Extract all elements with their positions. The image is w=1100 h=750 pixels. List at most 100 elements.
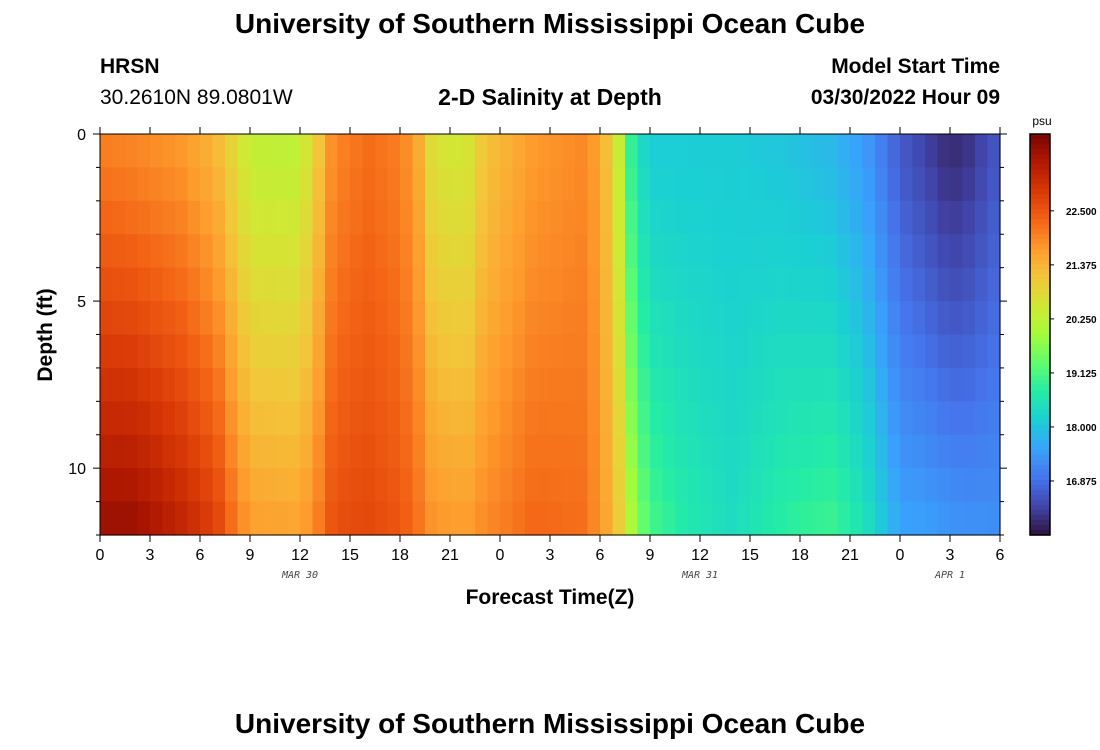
heatmap-cell (837, 200, 851, 235)
heatmap-cell (462, 200, 476, 235)
heatmap-cell (875, 334, 889, 369)
heatmap-cell (125, 267, 139, 302)
heatmap-cell (537, 367, 551, 402)
heatmap-cell (575, 367, 589, 402)
heatmap-cell (800, 501, 814, 536)
heatmap-cell (550, 301, 564, 336)
heatmap-cell (400, 334, 414, 369)
heatmap-cell (350, 134, 364, 169)
heatmap-cell (587, 267, 601, 302)
heatmap-cell (587, 200, 601, 235)
heatmap-cell (800, 401, 814, 436)
heatmap-cell (637, 501, 651, 536)
heatmap-cell (237, 501, 251, 536)
heatmap-cell (287, 468, 301, 503)
heatmap-cell (662, 501, 676, 536)
heatmap-cell (625, 501, 639, 536)
heatmap-cell (100, 468, 114, 503)
heatmap-cell (675, 468, 689, 503)
colorbar-tick-label: 21.375 (1066, 261, 1097, 272)
heatmap-cell (837, 334, 851, 369)
heatmap-cell (162, 434, 176, 469)
heatmap-cell (212, 367, 226, 402)
heatmap-cell (287, 501, 301, 536)
heatmap-cell (912, 200, 926, 235)
heatmap-cell (662, 267, 676, 302)
heatmap-cell (725, 167, 739, 202)
heatmap-cell (150, 134, 164, 169)
heatmap-cell (650, 267, 664, 302)
heatmap-cell (662, 334, 676, 369)
heatmap-cell (575, 234, 589, 269)
heatmap-cell (775, 134, 789, 169)
heatmap-cell (287, 267, 301, 302)
colorbar-frame (1029, 133, 1051, 536)
heatmap-cell (750, 200, 764, 235)
heatmap-cell (200, 301, 214, 336)
heatmap-cell (637, 301, 651, 336)
heatmap-cell (375, 334, 389, 369)
heatmap-cell (225, 167, 239, 202)
heatmap-cell (375, 468, 389, 503)
heatmap-cell (400, 200, 414, 235)
heatmap-cell (987, 301, 1001, 336)
colorbar-segment (1030, 444, 1050, 451)
heatmap-cell (162, 334, 176, 369)
heatmap-cell (900, 301, 914, 336)
heatmap-cell (475, 334, 489, 369)
heatmap-cell (887, 234, 901, 269)
heatmap-cell (137, 267, 151, 302)
heatmap-cell (625, 301, 639, 336)
colorbar-segment (1030, 239, 1050, 245)
heatmap-cell (700, 167, 714, 202)
heatmap-cell (887, 501, 901, 536)
heatmap-cell (637, 134, 651, 169)
heatmap-cell (575, 468, 589, 503)
heatmap-cell (487, 367, 501, 402)
heatmap-cell (375, 367, 389, 402)
heatmap-cell (425, 267, 439, 302)
heatmap-cell (475, 267, 489, 302)
heatmap-cell (450, 468, 464, 503)
heatmap-cell (412, 134, 426, 169)
heatmap-cell (112, 468, 126, 503)
heatmap-cell (237, 267, 251, 302)
heatmap-cell (900, 200, 914, 235)
heatmap-cell (562, 134, 576, 169)
heatmap-cell (175, 167, 189, 202)
heatmap-cell (475, 501, 489, 536)
heatmap-cell (600, 200, 614, 235)
heatmap-cell (300, 234, 314, 269)
heatmap-cell (487, 401, 501, 436)
heatmap-cell (675, 134, 689, 169)
colorbar-tick-label: 19.125 (1066, 369, 1097, 380)
heatmap-cell (112, 167, 126, 202)
heatmap-cell (300, 334, 314, 369)
heatmap-cell (600, 267, 614, 302)
heatmap-cell (850, 167, 864, 202)
heatmap-cell (962, 167, 976, 202)
heatmap-cell (587, 167, 601, 202)
heatmap-cell (650, 434, 664, 469)
colorbar-segment (1030, 524, 1050, 531)
heatmap-cell (900, 468, 914, 503)
heatmap-cell (662, 367, 676, 402)
heatmap-cell (362, 301, 376, 336)
heatmap-cell (237, 468, 251, 503)
heatmap-cell (337, 134, 351, 169)
heatmap-cell (500, 167, 514, 202)
colorbar-segment (1030, 219, 1050, 225)
heatmap-cell (337, 200, 351, 235)
heatmap-cell (237, 200, 251, 235)
heatmap-cell (425, 134, 439, 169)
heatmap-cell (587, 501, 601, 536)
colorbar-segment (1030, 364, 1050, 371)
heatmap-cell (850, 200, 864, 235)
heatmap-cell (862, 167, 876, 202)
heatmap-cell (137, 367, 151, 402)
heatmap-cell (837, 468, 851, 503)
heatmap-cell (712, 401, 726, 436)
heatmap-cell (912, 401, 926, 436)
heatmap-cell (325, 334, 339, 369)
heatmap-cell (150, 401, 164, 436)
